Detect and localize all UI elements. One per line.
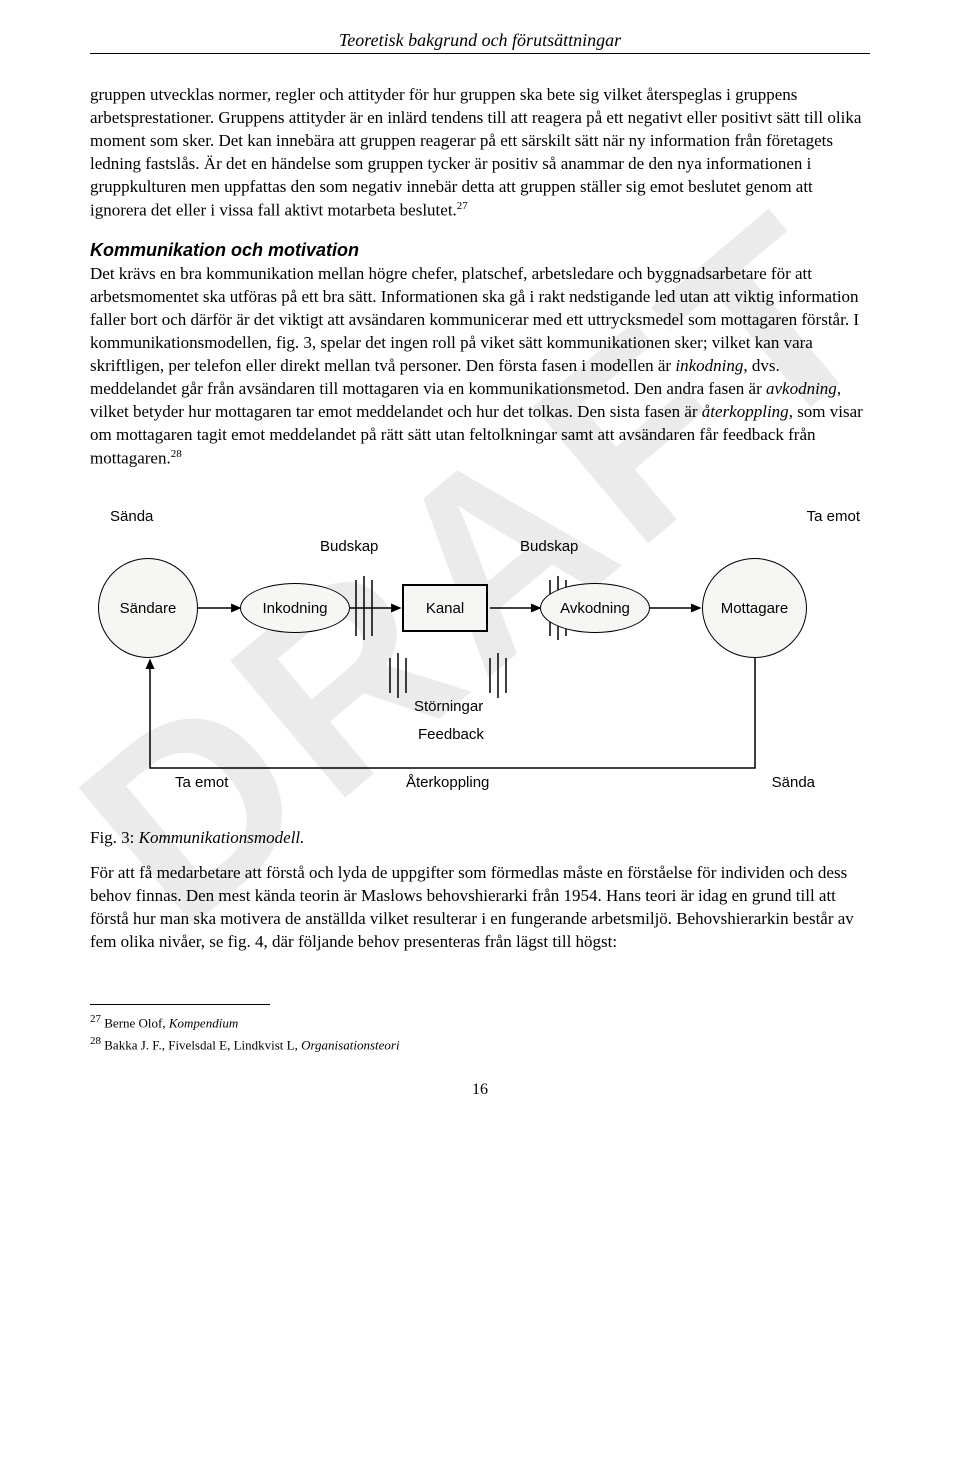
node-inkodning: Inkodning [240,583,350,633]
fn28-num: 28 [90,1035,101,1047]
figcap-a: Fig. 3: [90,828,139,847]
label-taemot-top: Ta emot [807,508,860,525]
figcap-b: Kommunikationsmodell. [139,828,305,847]
running-header: Teoretisk bakgrund och förutsättningar [90,30,870,51]
communication-diagram: Sända Ta emot Budskap Budskap Sändare In… [90,488,870,818]
footnote-27: 27 Berne Olof, Kompendium [90,1011,870,1033]
para2-i1: inkodning [675,356,743,375]
ref-27: 27 [457,200,468,212]
paragraph-2: Det krävs en bra kommunikation mellan hö… [90,263,870,470]
footnote-28: 28 Bakka J. F., Fivelsdal E, Lindkvist L… [90,1033,870,1055]
label-feedback: Feedback [418,726,484,743]
para1-text: gruppen utvecklas normer, regler och att… [90,85,861,219]
paragraph-3: För att få medarbetare att förstå och ly… [90,862,870,954]
fn28-a: Bakka J. F., Fivelsdal E, Lindkvist L, [101,1037,301,1052]
label-aterkoppling: Återkoppling [406,774,489,791]
fn27-num: 27 [90,1013,101,1025]
node-sandare: Sändare [98,558,198,658]
label-budskap-1: Budskap [320,538,378,555]
label-taemot-bottom: Ta emot [175,774,228,791]
label-sanda-bottom: Sända [772,774,815,791]
figure-3: Sända Ta emot Budskap Budskap Sändare In… [90,488,870,818]
node-mottagare-label: Mottagare [721,600,789,617]
label-budskap-2: Budskap [520,538,578,555]
label-sanda-top: Sända [110,508,153,525]
footnote-rule [90,1004,270,1005]
ref-28: 28 [171,448,182,460]
figure-3-caption: Fig. 3: Kommunikationsmodell. [90,828,870,848]
node-avkodning-label: Avkodning [560,600,630,617]
node-mottagare: Mottagare [702,558,807,658]
subheading-kommunikation: Kommunikation och motivation [90,240,870,261]
page-number: 16 [90,1081,870,1099]
paragraph-1: gruppen utvecklas normer, regler och att… [90,84,870,222]
header-rule [90,53,870,54]
node-sandare-label: Sändare [120,600,177,617]
para2-i2: avkodning [766,379,837,398]
label-storningar: Störningar [414,698,483,715]
para2-i3: återkoppling [702,402,789,421]
node-inkodning-label: Inkodning [262,600,327,617]
node-kanal-label: Kanal [426,600,464,617]
fn28-i: Organisationsteori [301,1037,399,1052]
node-kanal: Kanal [402,584,488,632]
node-avkodning: Avkodning [540,583,650,633]
fn27-i: Kompendium [169,1015,238,1030]
fn27-a: Berne Olof, [101,1015,169,1030]
